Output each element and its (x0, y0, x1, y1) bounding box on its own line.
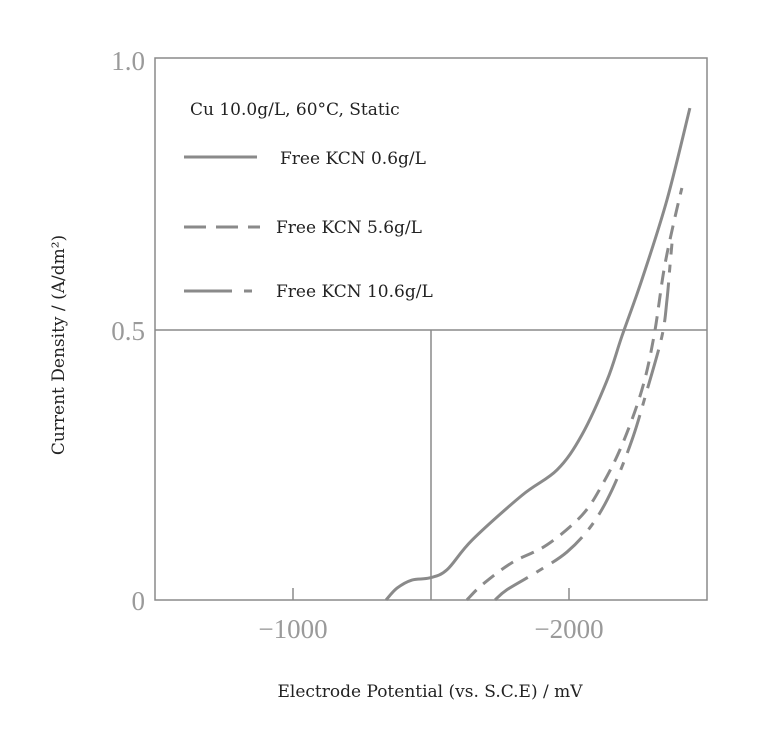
series-line-2 (494, 243, 674, 602)
legend-label-0: Free KCN 0.6g/L (280, 149, 426, 169)
legend: Cu 10.0g/L, 60°C, Static Free KCN 0.6g/L… (184, 100, 433, 302)
y-tick-label: 1.0 (111, 46, 145, 76)
x-tick-label: −1000 (258, 614, 327, 644)
y-axis-label: Current Density / (A/dm²) (49, 235, 69, 455)
x-tick-label: −2000 (534, 614, 603, 644)
y-tick-label: 0.5 (111, 316, 145, 346)
series-line-1 (465, 187, 684, 602)
x-axis-label: Electrode Potential (vs. S.C.E) / mV (277, 682, 583, 702)
legend-title: Cu 10.0g/L, 60°C, Static (190, 100, 400, 120)
legend-label-1: Free KCN 5.6g/L (276, 218, 422, 238)
series-line-0 (384, 107, 692, 602)
y-tick-label: 0 (132, 586, 146, 616)
legend-label-2: Free KCN 10.6g/L (276, 282, 433, 302)
